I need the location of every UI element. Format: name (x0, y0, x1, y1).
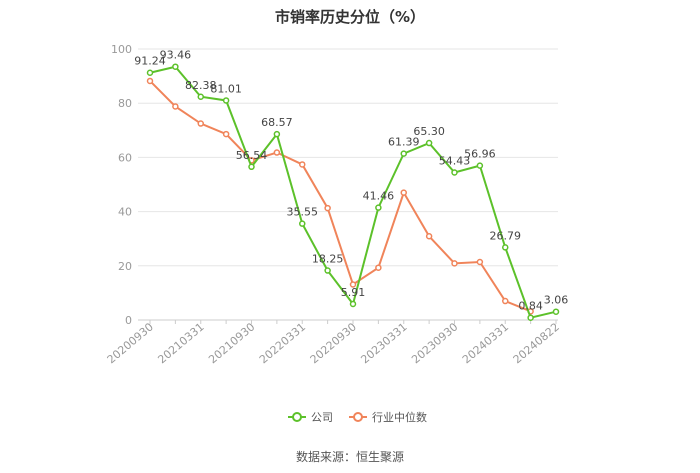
data-label: 61.39 (388, 136, 420, 149)
y-tick-label: 80 (118, 97, 132, 110)
legend-label: 行业中位数 (372, 410, 427, 424)
data-source: 数据来源：恒生聚源 (295, 450, 404, 464)
data-point-0 (349, 300, 357, 308)
data-point-1 (299, 161, 306, 168)
data-point-0 (375, 204, 382, 211)
data-point-1 (273, 149, 281, 156)
data-point-0 (425, 139, 433, 147)
y-tick-label: 60 (118, 151, 132, 164)
data-point-0 (476, 162, 484, 169)
data-point-1 (451, 260, 458, 267)
x-tick-label: 20240822 (511, 320, 562, 366)
x-tick-label: 20240331 (460, 320, 511, 366)
chart-title: 市销率历史分位（%） (274, 8, 426, 26)
data-label: 0.84 (518, 300, 543, 313)
data-point-0 (502, 244, 509, 251)
series-line-1 (149, 80, 532, 313)
data-label: 81.01 (210, 82, 242, 95)
data-label: 82.38 (185, 79, 217, 92)
data-point-1 (425, 233, 433, 240)
data-point-0 (172, 63, 179, 70)
data-label: 93.46 (160, 49, 192, 62)
data-point-0 (400, 150, 407, 157)
data-point-1 (400, 189, 407, 196)
data-label: 54.43 (439, 154, 471, 167)
x-tick-label: 20210930 (206, 320, 257, 366)
data-label: 56.96 (464, 148, 496, 161)
data-point-1 (222, 130, 230, 138)
data-label: 18.25 (312, 253, 344, 266)
y-tick-label: 40 (118, 206, 132, 219)
data-label: 91.24 (134, 55, 166, 68)
legend-item-0[interactable]: 公司 (288, 411, 333, 424)
x-tick-label: 20200930 (105, 320, 156, 366)
data-point-1 (375, 264, 382, 271)
data-label: 35.55 (287, 206, 319, 219)
data-label: 56.54 (236, 149, 268, 162)
series-layer (146, 63, 560, 321)
y-tick-label: 0 (125, 314, 132, 327)
legend-item-1[interactable]: 行业中位数 (349, 410, 427, 424)
data-point-1 (172, 103, 179, 110)
data-point-0 (197, 93, 204, 101)
x-tick-label: 20210331 (155, 320, 206, 366)
data-point-1 (197, 120, 204, 127)
legend-swatch-marker (353, 412, 363, 422)
data-point-0 (324, 267, 331, 274)
data-point-0 (552, 308, 560, 315)
legend-layer[interactable]: 公司 行业中位数 (288, 410, 427, 424)
x-tick-label: 20220930 (308, 320, 359, 366)
data-point-0 (451, 169, 458, 176)
legend-swatch-marker (292, 412, 302, 422)
legend-label: 公司 (311, 411, 333, 424)
data-label: 65.30 (413, 125, 445, 138)
data-label: 3.06 (544, 294, 569, 307)
data-label: 68.57 (261, 116, 293, 129)
x-tick-label: 20230930 (409, 320, 460, 366)
x-tick-label: 20230331 (358, 320, 409, 366)
data-label: 41.46 (363, 190, 395, 203)
y-tick-label: 20 (118, 260, 132, 273)
data-point-1 (502, 297, 509, 305)
data-point-0 (248, 163, 255, 171)
data-point-1 (324, 204, 331, 212)
series-line-0 (149, 65, 557, 319)
x-tick-label: 20220331 (257, 320, 308, 366)
grid-layer (138, 48, 558, 321)
data-label: 5.91 (341, 286, 366, 299)
data-point-0 (527, 314, 534, 321)
data-point-1 (349, 281, 357, 288)
y-tick-label: 100 (111, 43, 132, 56)
data-point-0 (299, 220, 306, 227)
data-point-1 (476, 258, 484, 266)
data-point-1 (146, 77, 154, 85)
data-label: 26.79 (490, 229, 522, 242)
data-point-0 (146, 69, 154, 76)
data-point-0 (273, 130, 281, 138)
data-point-0 (222, 97, 230, 104)
